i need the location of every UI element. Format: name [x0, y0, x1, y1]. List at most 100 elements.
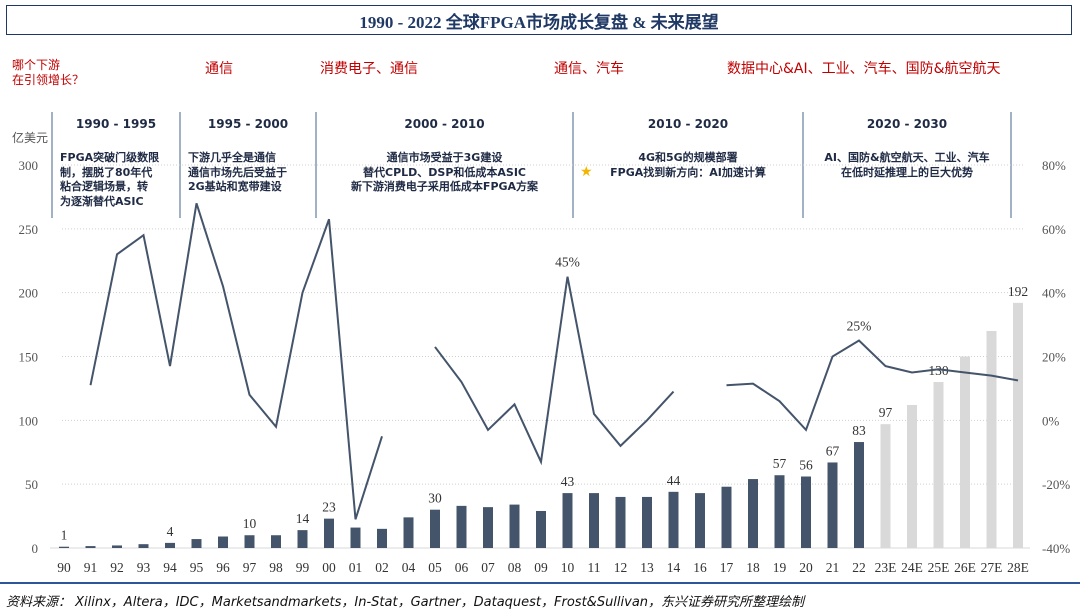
x-tick-label: 18 — [746, 560, 760, 575]
x-tick-label: 01 — [349, 560, 363, 575]
bar — [960, 356, 970, 548]
bar — [350, 527, 361, 548]
x-tick-label: 97 — [243, 560, 257, 575]
x-tick-label: 20 — [799, 560, 813, 575]
x-tick-label: 96 — [216, 560, 230, 575]
y2-tick-label: 60% — [1042, 222, 1066, 237]
bar-value-label: 30 — [428, 491, 442, 506]
bar — [536, 510, 546, 548]
bar-value-label: 97 — [879, 405, 893, 420]
y-tick-label: 100 — [19, 413, 39, 428]
bar — [748, 479, 758, 548]
bar — [801, 476, 811, 548]
bar-value-label: 43 — [561, 474, 575, 489]
x-tick-label: 13 — [640, 560, 654, 575]
growth-value-label: 45% — [555, 255, 580, 270]
bar — [1013, 302, 1023, 548]
growth-line — [89, 202, 383, 520]
x-tick-label: 09 — [534, 560, 548, 575]
bar-value-label: 4 — [167, 524, 174, 539]
bar — [59, 546, 69, 548]
bar — [589, 493, 599, 548]
x-tick-label: 06 — [455, 560, 469, 575]
x-tick-label: 11 — [588, 560, 601, 575]
period-description: AI、国防&航空航天、工业、汽车 在低时延推理上的巨大优势 — [824, 151, 990, 179]
x-tick-label: 10 — [561, 560, 575, 575]
y2-tick-label: -20% — [1042, 477, 1070, 492]
x-tick-label: 27E — [981, 560, 1003, 575]
star-icon: ★ — [580, 164, 593, 180]
x-tick-label: 25E — [928, 560, 950, 575]
y-tick-label: 0 — [32, 541, 39, 556]
growth-value-label: 25% — [847, 319, 872, 334]
bar — [774, 475, 785, 548]
x-tick-label: 95 — [190, 560, 204, 575]
bar — [165, 542, 175, 548]
y2-tick-label: 20% — [1042, 350, 1066, 365]
growth-line — [434, 276, 675, 466]
bar-value-label: 44 — [667, 473, 681, 488]
bar-value-label: 14 — [296, 511, 310, 526]
bar-value-label: 56 — [799, 458, 813, 473]
bar-value-label: 192 — [1008, 284, 1028, 299]
x-tick-label: 24E — [901, 560, 923, 575]
x-tick-label: 07 — [481, 560, 495, 575]
sector-label: 消费电子、通信 — [320, 61, 418, 77]
bar — [562, 493, 573, 548]
y-tick-label: 200 — [19, 286, 39, 301]
y-tick-label: 50 — [25, 477, 38, 492]
bar — [986, 330, 997, 548]
bar — [854, 442, 864, 548]
y2-tick-label: 40% — [1042, 286, 1066, 301]
period-description: FPGA突破门级数限 制，摆脱了80年代 粘合逻辑场景，转 为逐渐替代ASIC — [60, 151, 160, 208]
bar — [271, 535, 281, 548]
period-header: 1990 - 1995 — [75, 117, 157, 131]
bar — [721, 486, 732, 548]
bar-value-label: 83 — [852, 423, 866, 438]
bar — [483, 507, 493, 548]
y-axis-label: 亿美元 — [12, 131, 49, 145]
x-tick-label: 08 — [508, 560, 522, 575]
bar — [85, 546, 96, 548]
x-tick-label: 02 — [375, 560, 389, 575]
bar — [642, 496, 652, 548]
x-tick-label: 16 — [693, 560, 707, 575]
bar — [827, 462, 838, 548]
question-label: 哪个下游 在引领增长？ — [12, 58, 85, 87]
x-tick-label: 22 — [852, 560, 866, 575]
bar — [456, 505, 467, 548]
bar — [615, 496, 626, 548]
period-header: 1995 - 2000 — [207, 117, 289, 131]
bar — [191, 539, 202, 548]
bar-value-label: 67 — [826, 443, 840, 458]
growth-line — [726, 339, 1019, 432]
bar-value-label: 23 — [322, 500, 336, 515]
period-header: 2020 - 2030 — [866, 117, 948, 131]
x-tick-label: 04 — [402, 560, 416, 575]
bar — [297, 530, 308, 548]
bar — [880, 424, 891, 548]
x-tick-label: 91 — [84, 560, 98, 575]
y2-tick-label: -40% — [1042, 541, 1070, 556]
y-tick-label: 250 — [19, 222, 39, 237]
x-tick-label: 05 — [428, 560, 442, 575]
x-tick-label: 98 — [269, 560, 283, 575]
bar — [377, 528, 387, 548]
x-tick-label: 00 — [322, 560, 336, 575]
bar — [668, 491, 679, 548]
x-tick-label: 90 — [57, 560, 71, 575]
x-tick-label: 17 — [720, 560, 734, 575]
x-tick-label: 26E — [954, 560, 976, 575]
bar — [403, 517, 414, 548]
sector-label: 数据中心&AI、工业、汽车、国防&航空航天 — [727, 61, 1001, 77]
bar-value-label: 1 — [61, 528, 68, 543]
period-description: 下游几乎全是通信 通信市场先后受益于 2G基站和宽带建设 — [188, 151, 287, 193]
sector-label: 通信、汽车 — [554, 61, 624, 77]
bar — [933, 382, 944, 548]
x-tick-label: 19 — [773, 560, 787, 575]
bar — [324, 518, 334, 548]
x-tick-label: 94 — [163, 560, 177, 575]
x-tick-label: 28E — [1007, 560, 1029, 575]
